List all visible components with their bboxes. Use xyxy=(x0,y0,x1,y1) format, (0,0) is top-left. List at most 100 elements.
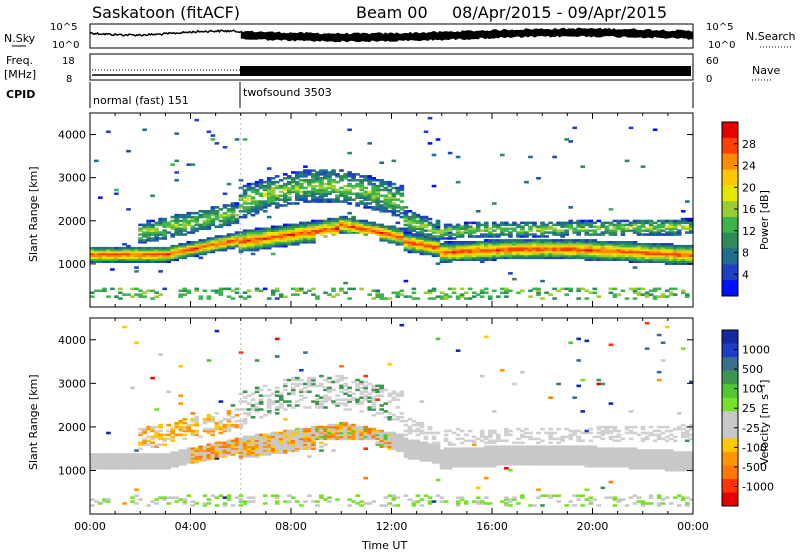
data-cell xyxy=(343,389,348,392)
data-cell xyxy=(287,404,292,407)
data-cell xyxy=(279,185,284,188)
data-cell xyxy=(528,226,533,229)
data-cell xyxy=(568,342,573,345)
data-cell xyxy=(396,416,401,419)
data-cell xyxy=(231,424,236,427)
data-cell xyxy=(219,442,224,445)
data-cell xyxy=(681,210,686,213)
data-cell xyxy=(456,224,461,227)
data-cell xyxy=(146,247,151,250)
data-cell xyxy=(327,387,332,390)
data-cell xyxy=(303,391,308,394)
data-cell xyxy=(195,216,200,219)
data-cell xyxy=(134,293,139,296)
data-cell xyxy=(424,494,429,497)
data-cell xyxy=(315,185,320,188)
data-cell xyxy=(227,424,232,427)
cpid-label: CPID xyxy=(6,88,35,101)
data-cell xyxy=(243,292,248,295)
data-cell xyxy=(556,428,561,431)
data-cell xyxy=(609,292,614,295)
data-cell xyxy=(544,235,549,238)
data-cell xyxy=(589,428,594,431)
data-cell xyxy=(685,293,690,296)
data-cell xyxy=(311,173,316,176)
data-cell xyxy=(231,290,236,293)
data-cell xyxy=(400,228,405,231)
data-cell xyxy=(263,185,268,188)
data-cell xyxy=(355,379,360,382)
data-cell xyxy=(215,330,220,333)
data-cell xyxy=(134,449,139,452)
data-cell xyxy=(207,237,212,240)
data-cell xyxy=(195,288,200,291)
data-cell xyxy=(215,422,220,425)
data-cell xyxy=(649,220,654,223)
data-cell xyxy=(98,196,103,199)
data-cell xyxy=(516,239,521,242)
data-cell xyxy=(552,156,557,159)
data-cell xyxy=(235,202,240,205)
data-cell xyxy=(158,430,163,433)
data-cell xyxy=(480,430,485,433)
data-cell xyxy=(609,447,614,450)
data-cell xyxy=(191,412,196,415)
data-cell xyxy=(191,424,196,427)
data-cell xyxy=(593,288,598,291)
data-cell xyxy=(154,426,159,429)
data-cell xyxy=(548,231,553,234)
data-cell xyxy=(267,434,272,437)
data-cell xyxy=(331,169,336,172)
data-cell xyxy=(295,171,300,174)
nsky-label: N.Sky xyxy=(4,32,36,45)
data-cell xyxy=(355,494,360,497)
data-cell xyxy=(150,453,155,456)
data-cell xyxy=(424,442,429,445)
data-cell xyxy=(195,212,200,215)
data-cell xyxy=(339,402,344,405)
data-cell xyxy=(412,233,417,236)
data-cell xyxy=(319,400,324,403)
data-cell xyxy=(323,406,328,409)
data-cell xyxy=(267,297,272,300)
data-cell xyxy=(464,434,469,437)
data-cell xyxy=(199,214,204,217)
data-cell xyxy=(215,290,220,293)
data-cell xyxy=(199,257,204,260)
data-cell xyxy=(195,430,200,433)
data-cell xyxy=(158,237,163,240)
data-cell xyxy=(263,228,268,231)
data-cell xyxy=(556,229,561,232)
nsky-band xyxy=(241,28,693,43)
data-cell xyxy=(375,430,380,433)
data-cell xyxy=(311,185,316,188)
data-cell xyxy=(154,222,159,225)
data-cell xyxy=(195,502,200,505)
data-cell xyxy=(203,445,208,448)
data-cell xyxy=(367,428,372,431)
data-cell xyxy=(130,288,135,291)
data-cell xyxy=(508,272,513,275)
data-cell xyxy=(633,297,638,300)
data-cell xyxy=(400,206,405,209)
freq-tick-bottom: 8 xyxy=(66,74,72,85)
data-cell xyxy=(207,131,212,134)
data-cell xyxy=(130,500,135,503)
data-cell xyxy=(243,189,248,192)
data-cell xyxy=(544,445,549,448)
data-cell xyxy=(597,220,602,223)
data-cell xyxy=(243,200,248,203)
data-cell xyxy=(384,410,389,413)
freq-band-twofsound xyxy=(240,66,691,76)
data-cell xyxy=(367,400,372,403)
data-cell xyxy=(291,406,296,409)
data-cell xyxy=(404,228,409,231)
data-cell xyxy=(379,412,384,415)
data-cell xyxy=(114,295,119,298)
data-cell xyxy=(609,496,614,499)
data-cell xyxy=(593,239,598,242)
data-cell xyxy=(452,233,457,236)
data-cell xyxy=(154,292,159,295)
data-cell xyxy=(568,288,573,291)
data-cell xyxy=(388,363,393,366)
